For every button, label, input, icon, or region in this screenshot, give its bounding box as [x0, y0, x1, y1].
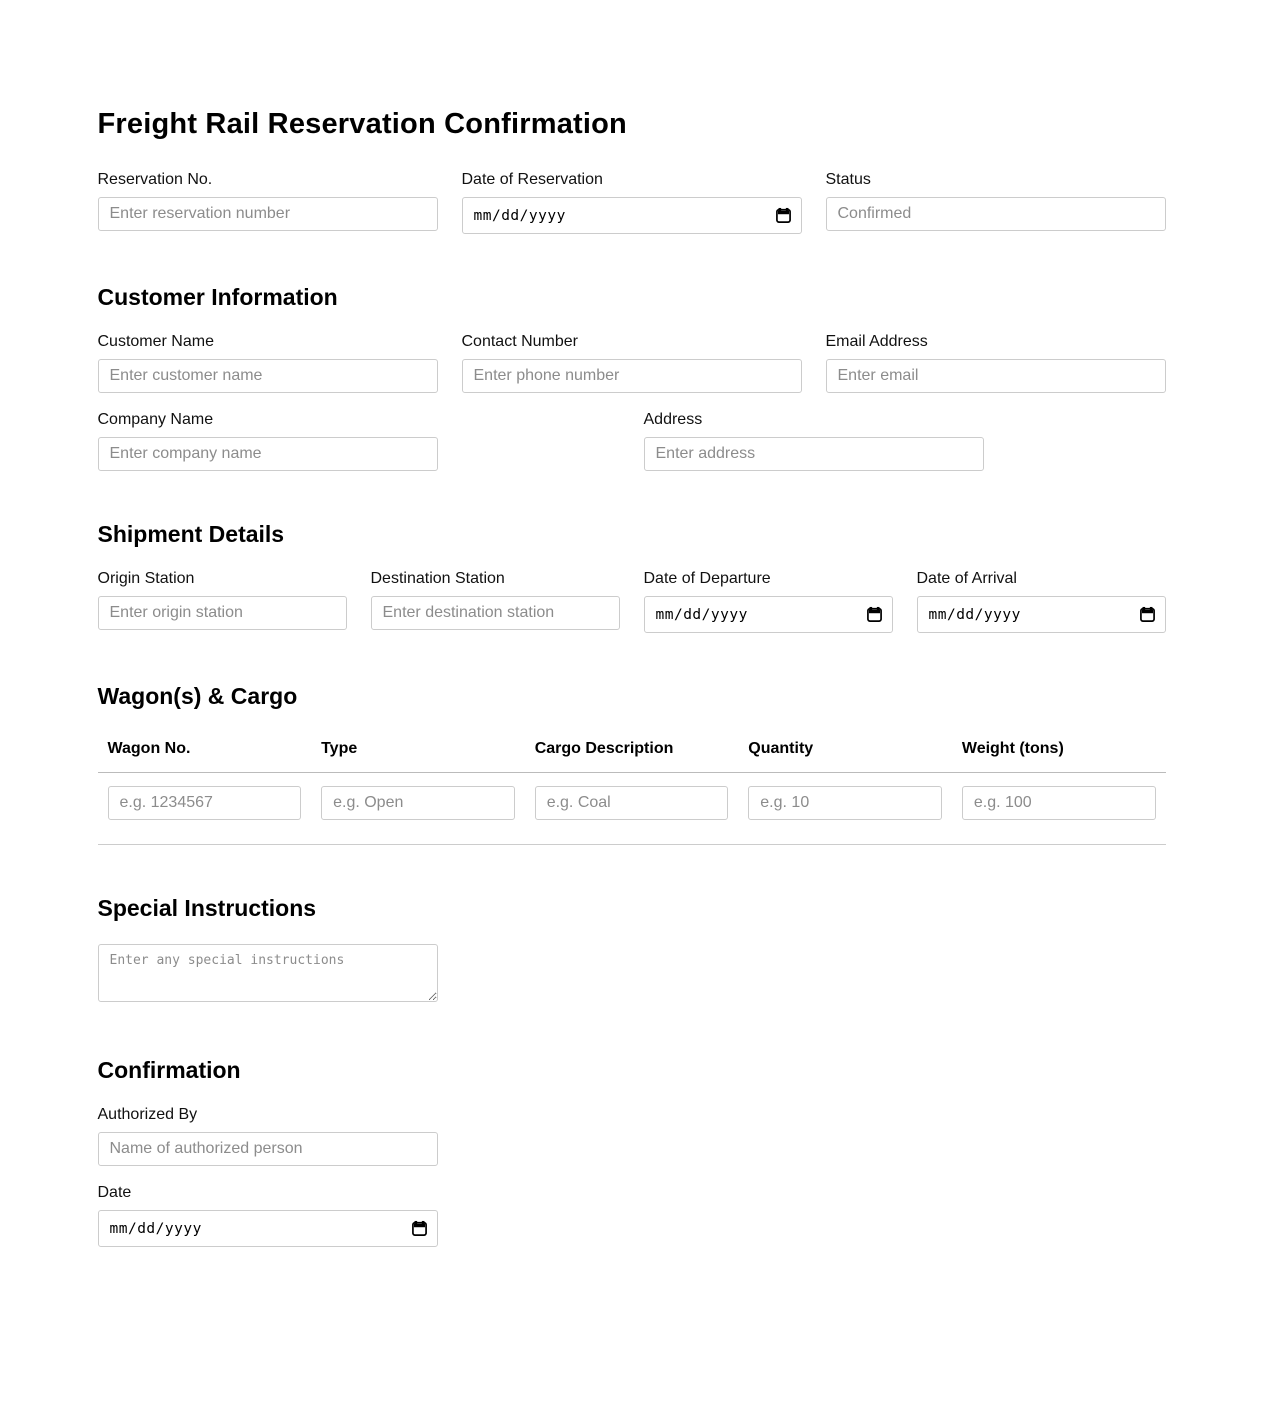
company-name-input[interactable]: [97, 437, 438, 471]
confirmation-date-input[interactable]: mm/dd/yyyy: [97, 1210, 438, 1247]
destination-station-label: Destination Station: [370, 570, 505, 587]
contact-number-input[interactable]: [461, 359, 802, 393]
wagon-type-input[interactable]: [321, 786, 515, 820]
type-column-header: Type: [311, 732, 525, 773]
reservation-no-input[interactable]: [97, 197, 438, 231]
weight-column-header: Weight (tons): [951, 732, 1166, 773]
shipment-row: Origin Station Destination Station Date …: [97, 570, 1166, 633]
confirmation-date-label: Date: [97, 1184, 132, 1201]
special-instructions-heading: Special Instructions: [97, 895, 317, 921]
reservation-no-field: Reservation No.: [97, 171, 438, 234]
quantity-input[interactable]: [748, 786, 942, 820]
authorized-by-input[interactable]: [97, 1132, 438, 1166]
origin-station-input[interactable]: [97, 596, 347, 630]
cargo-description-input[interactable]: [534, 786, 729, 820]
authorized-by-field: Authorized By: [97, 1106, 438, 1166]
date-of-reservation-label: Date of Reservation: [461, 171, 603, 188]
confirmation-heading: Confirmation: [97, 1057, 241, 1083]
status-field: Status: [825, 171, 1166, 234]
email-label: Email Address: [825, 333, 928, 350]
confirmation-date-value: mm/dd/yyyy: [109, 1220, 202, 1237]
wagon-no-column-header: Wagon No.: [97, 732, 312, 773]
weight-input[interactable]: [961, 786, 1156, 820]
customer-name-label: Customer Name: [97, 333, 214, 350]
wagon-table-row: [97, 772, 1166, 845]
destination-station-field: Destination Station: [370, 570, 620, 633]
date-of-reservation-field: Date of Reservation mm/dd/yyyy: [461, 171, 802, 234]
date-of-arrival-label: Date of Arrival: [916, 570, 1017, 587]
date-of-arrival-field: Date of Arrival mm/dd/yyyy: [916, 570, 1166, 633]
address-field: Address: [643, 411, 1166, 471]
date-of-arrival-value: mm/dd/yyyy: [928, 606, 1021, 623]
wagon-table-header-row: Wagon No. Type Cargo Description Quantit…: [97, 732, 1166, 773]
date-of-departure-label: Date of Departure: [643, 570, 771, 587]
reservation-no-label: Reservation No.: [97, 171, 213, 188]
address-input[interactable]: [643, 437, 984, 471]
calendar-icon[interactable]: [775, 207, 792, 224]
origin-station-field: Origin Station: [97, 570, 347, 633]
status-input[interactable]: [825, 197, 1166, 231]
quantity-column-header: Quantity: [738, 732, 952, 773]
special-instructions-textarea[interactable]: [97, 944, 438, 1002]
date-of-arrival-input[interactable]: mm/dd/yyyy: [916, 596, 1166, 633]
shipment-details-heading: Shipment Details: [97, 521, 285, 547]
confirmation-date-field: Date mm/dd/yyyy: [97, 1184, 438, 1247]
calendar-icon[interactable]: [1139, 606, 1156, 623]
header-fields-row: Reservation No. Date of Reservation mm/d…: [97, 171, 1166, 234]
email-input[interactable]: [825, 359, 1166, 393]
wagons-cargo-heading: Wagon(s) & Cargo: [97, 683, 298, 709]
email-field: Email Address: [825, 333, 1166, 393]
page-title: Freight Rail Reservation Confirmation: [97, 108, 627, 140]
customer-row-2: Company Name Address: [97, 411, 1166, 471]
contact-number-field: Contact Number: [461, 333, 802, 393]
date-of-departure-input[interactable]: mm/dd/yyyy: [643, 596, 893, 633]
status-label: Status: [825, 171, 871, 188]
calendar-icon[interactable]: [411, 1220, 428, 1237]
company-name-field: Company Name: [97, 411, 620, 471]
date-of-reservation-input[interactable]: mm/dd/yyyy: [461, 197, 802, 234]
address-label: Address: [643, 411, 703, 428]
customer-row-1: Customer Name Contact Number Email Addre…: [97, 333, 1166, 393]
date-of-departure-value: mm/dd/yyyy: [655, 606, 748, 623]
contact-number-label: Contact Number: [461, 333, 579, 350]
wagon-no-input[interactable]: [107, 786, 302, 820]
date-of-reservation-value: mm/dd/yyyy: [473, 207, 566, 224]
destination-station-input[interactable]: [370, 596, 620, 630]
date-of-departure-field: Date of Departure mm/dd/yyyy: [643, 570, 893, 633]
cargo-description-column-header: Cargo Description: [524, 732, 739, 773]
customer-information-heading: Customer Information: [97, 284, 338, 310]
customer-name-input[interactable]: [97, 359, 438, 393]
origin-station-label: Origin Station: [97, 570, 195, 587]
authorized-by-label: Authorized By: [97, 1106, 198, 1123]
company-name-label: Company Name: [97, 411, 214, 428]
calendar-icon[interactable]: [866, 606, 883, 623]
customer-name-field: Customer Name: [97, 333, 438, 393]
wagon-cargo-table: Wagon No. Type Cargo Description Quantit…: [97, 732, 1166, 845]
form-page: Freight Rail Reservation Confirmation Re…: [97, 0, 1166, 1405]
